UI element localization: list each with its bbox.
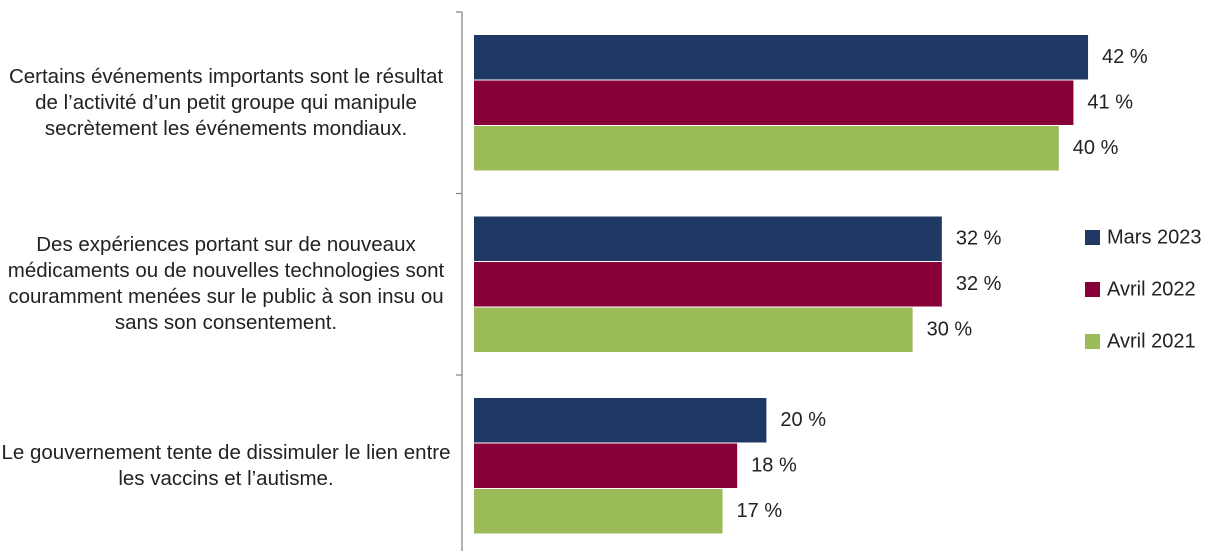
legend-swatch (1085, 230, 1100, 245)
value-label: 30 % (927, 319, 973, 341)
bar (474, 307, 913, 352)
bar (474, 262, 942, 307)
value-label: 42 % (1102, 46, 1148, 68)
legend-label: Avril 2022 (1107, 278, 1196, 300)
legend-swatch (1085, 282, 1100, 297)
legend-label: Mars 2023 (1107, 226, 1202, 248)
value-label: 32 % (956, 273, 1002, 295)
value-label: 32 % (956, 228, 1002, 250)
bar (474, 80, 1074, 125)
category-label: Le gouvernement tente de dissimuler le l… (1, 440, 451, 490)
bar (474, 216, 942, 261)
value-label: 17 % (737, 500, 783, 522)
legend-swatch (1085, 334, 1100, 349)
value-label: 41 % (1087, 92, 1133, 114)
legend-label: Avril 2021 (1107, 330, 1196, 352)
category-label: Certains événements importants sont le r… (8, 64, 444, 140)
bar (474, 489, 723, 534)
value-label: 40 % (1073, 137, 1119, 159)
value-label: 18 % (751, 455, 797, 477)
bar (474, 35, 1089, 80)
bar (474, 443, 738, 488)
value-label: 20 % (780, 409, 826, 431)
bar (474, 398, 767, 443)
category-label: Des expériences portant sur de nouveaux … (7, 233, 445, 335)
bar (474, 126, 1059, 171)
